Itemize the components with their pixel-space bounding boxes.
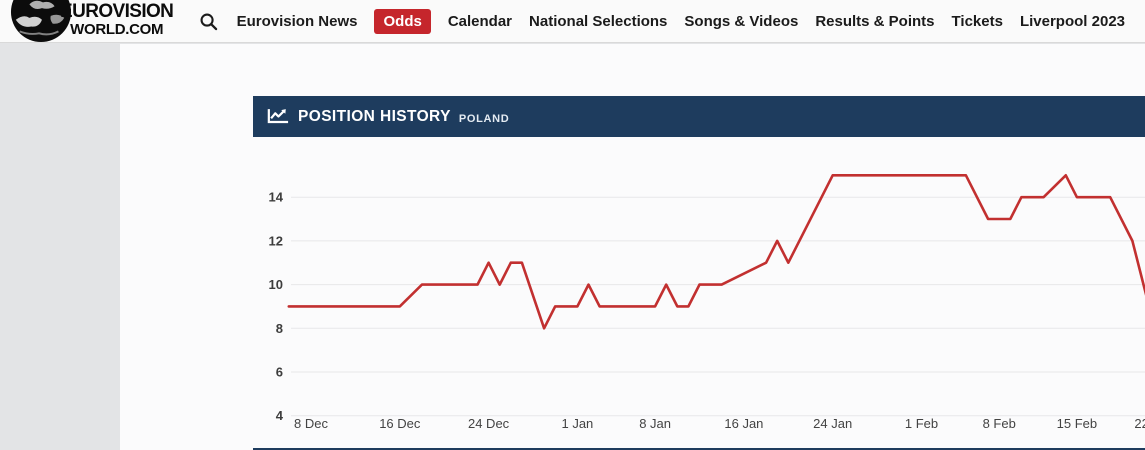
nav-item-liverpool-2023[interactable]: Liverpool 2023 [1019,12,1125,30]
nav-item-results-points[interactable]: Results & Points [815,12,935,30]
position-history-chart[interactable]: 4 6 8 10 12 14 8 Dec 16 Dec 24 Dec 1 Jan 8 Jan 16 J… [253,138,1145,444]
logo-text: EUROVISION WORLD.COM [60,0,174,38]
svg-text:1 Feb: 1 Feb [905,416,938,431]
svg-text:16 Dec: 16 Dec [379,416,421,431]
svg-text:8 Feb: 8 Feb [983,416,1016,431]
svg-text:12: 12 [269,233,283,248]
chart-line-icon [267,108,289,125]
nav-item-tickets[interactable]: Tickets [951,12,1003,30]
odds-history-header: ODDS HISTORY POLAND ✕ [253,448,1145,450]
svg-text:14: 14 [269,190,284,205]
position-history-line-chart[interactable]: 4 6 8 10 12 14 8 Dec 16 Dec 24 Dec 1 Jan 8 Jan 16 J… [253,138,1145,444]
svg-text:8 Dec: 8 Dec [294,416,328,431]
svg-text:4: 4 [276,408,284,423]
nav-item-national-selections[interactable]: National Selections [529,12,668,30]
search-button[interactable] [197,10,220,33]
logo[interactable]: EUROVISION WORLD.COM [0,0,175,43]
nav-item-odds[interactable]: Odds [374,8,431,34]
svg-text:6: 6 [276,365,283,380]
svg-text:8: 8 [276,321,283,336]
svg-text:16 Jan: 16 Jan [724,416,763,431]
nav-links: Eurovision News Odds Calendar National S… [197,8,1145,34]
position-history-header: POSITION HISTORY POLAND ✕ [253,96,1145,137]
svg-text:24 Jan: 24 Jan [813,416,852,431]
position-history-title: POSITION HISTORY [298,107,451,125]
nav-item-calendar[interactable]: Calendar [447,12,513,30]
svg-text:10: 10 [269,277,283,292]
nav-item-songs-videos[interactable]: Songs & Videos [684,12,799,30]
svg-text:1 Jan: 1 Jan [561,416,593,431]
nav-item-eurovision-news[interactable]: Eurovision News [236,12,358,30]
globe-logo-icon [10,0,72,42]
content-area: POSITION HISTORY POLAND ✕ 4 6 8 10 12 14 8 Dec… [120,44,1145,450]
svg-text:15 Feb: 15 Feb [1057,416,1097,431]
top-nav: EUROVISION WORLD.COM Eurovision News Odd… [0,0,1145,43]
svg-text:8 Jan: 8 Jan [639,416,671,431]
position-history-country: POLAND [458,112,510,125]
search-icon [200,13,217,30]
logo-line-1: EUROVISION [60,0,174,22]
svg-text:24 Dec: 24 Dec [468,416,510,431]
logo-line-2: WORLD.COM [70,20,164,38]
svg-text:22 Feb: 22 Feb [1134,416,1145,431]
